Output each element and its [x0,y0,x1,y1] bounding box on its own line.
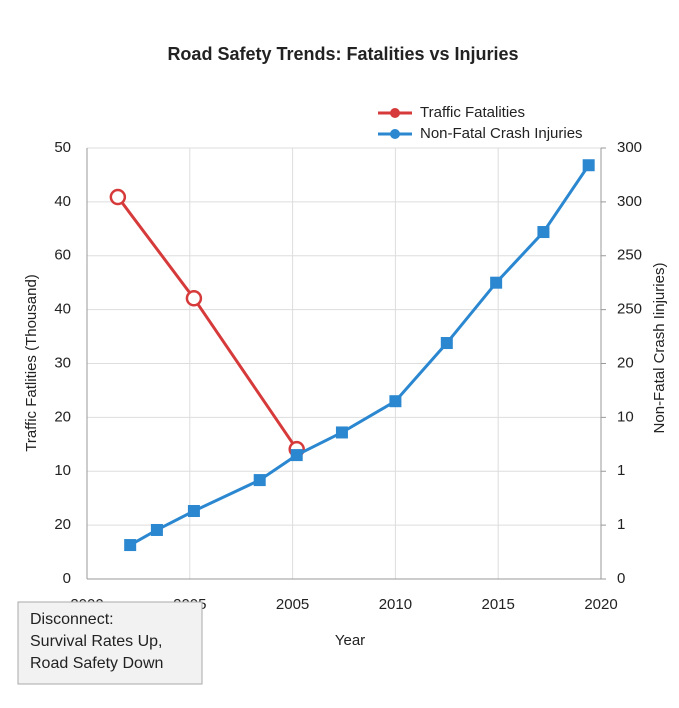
series-line [116,196,298,451]
y2-tick-label: 300 [617,193,642,210]
y2-tick-label: 300 [617,139,642,156]
y2-tick-label: 0 [617,570,625,587]
y2-tick-label: 250 [617,301,642,318]
x-tick-label: 2005 [276,596,309,613]
y2-axis-label: Non-Fatal Crash Iinjuries) [651,263,668,434]
y-tick-label: 30 [54,354,71,371]
y-tick-label: 40 [54,193,71,210]
data-point [335,426,348,439]
annotation-text: Survival Rates Up, [30,633,163,650]
legend-label: Non-Fatal Crash Injuries [420,125,583,142]
x-tick-label: 2020 [584,596,617,613]
chart-title: Road Safety Trends: Fatalities vs Injuri… [167,44,518,64]
data-point [582,159,595,172]
y2-tick-label: 1 [617,462,625,479]
legend-label: Traffic Fatalities [420,104,525,121]
data-point [187,505,200,518]
data-point [109,188,127,206]
annotation-text: Road Safety Down [30,655,163,672]
data-point [150,523,163,536]
data-point [290,449,303,462]
y-axis-label: Traffic Fatlities (Thousand) [23,274,40,452]
x-tick-label: 2010 [379,596,412,613]
annotation-box [17,601,203,685]
data-point [490,276,503,289]
legend-marker [390,129,400,139]
x-tick-label: 2015 [482,596,515,613]
y-tick-label: 0 [63,570,71,587]
x-axis-label: Year [335,632,365,649]
legend-marker [390,108,400,118]
y-tick-label: 40 [54,301,71,318]
data-point [185,290,203,307]
data-point [440,337,453,350]
y-tick-label: 10 [54,462,71,479]
y-tick-label: 60 [54,247,71,264]
y2-tick-label: 10 [617,408,634,425]
y-tick-label: 20 [54,408,71,425]
y2-tick-label: 1 [617,516,625,533]
data-point [253,474,266,487]
series-line [129,164,590,547]
data-point [389,395,402,408]
annotation-text: Disconnect: [30,611,114,628]
y-tick-label: 20 [54,516,71,533]
y2-tick-label: 20 [617,354,634,371]
y-tick-label: 50 [54,139,71,156]
y2-tick-label: 250 [617,247,642,264]
data-point [124,539,137,552]
data-point [537,226,550,239]
